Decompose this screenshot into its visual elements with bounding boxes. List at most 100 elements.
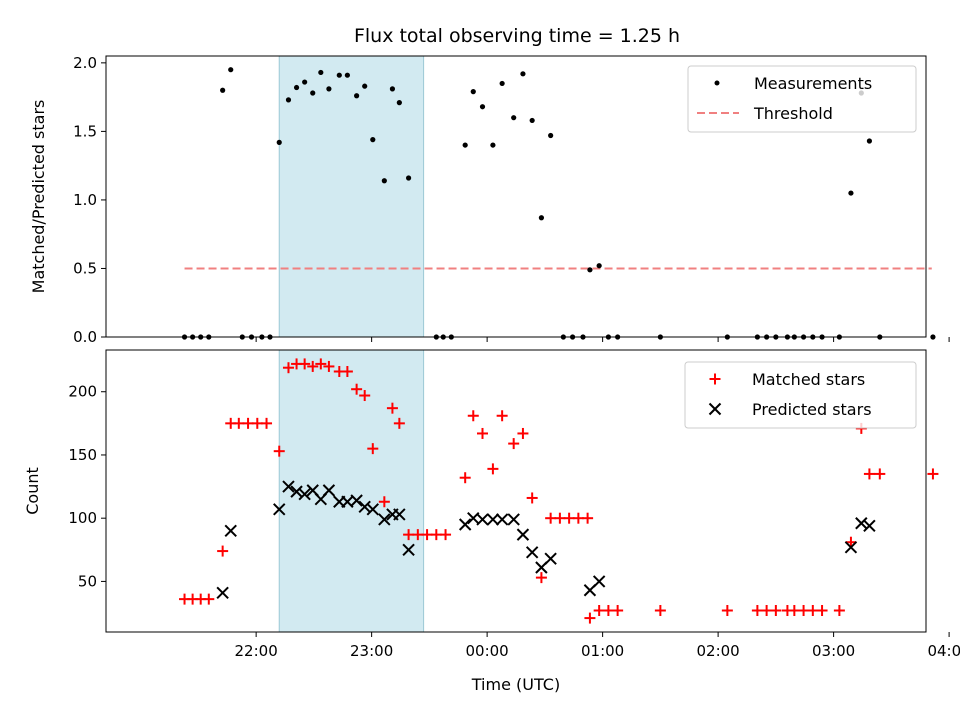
matched-point bbox=[816, 605, 828, 617]
matched-point bbox=[833, 605, 845, 617]
legend-matched-plus bbox=[709, 373, 721, 385]
bottom-y-tick-label: 200 bbox=[68, 383, 97, 401]
predicted-point bbox=[486, 513, 500, 526]
measurement-point bbox=[344, 72, 350, 78]
bottom-axes: 50 100 150 200 22:00 23:00 00:00 01:00 02:00 03:… bbox=[23, 349, 960, 694]
x-tick-label: 00:00 bbox=[466, 642, 509, 660]
predicted-point bbox=[224, 524, 237, 538]
matched-point bbox=[807, 605, 819, 617]
matched-point bbox=[927, 468, 939, 480]
matched-point bbox=[761, 605, 773, 617]
measurement-point bbox=[228, 67, 234, 73]
matched-point bbox=[602, 605, 614, 617]
top-legend-box bbox=[687, 65, 917, 133]
top-axes: 0.00.51.01.52.0 Matched/Predicted stars … bbox=[29, 54, 950, 346]
legend-matched-label: Matched stars bbox=[752, 370, 865, 389]
matched-point bbox=[496, 410, 508, 422]
matched-point bbox=[341, 365, 353, 377]
matched-point bbox=[477, 427, 489, 439]
measurement-point bbox=[302, 79, 308, 85]
measurement-point bbox=[479, 104, 486, 110]
matched-point bbox=[273, 445, 285, 457]
top-y-tick-label: 0.5 bbox=[73, 259, 97, 277]
measurement-point bbox=[276, 139, 282, 145]
measurement-point bbox=[318, 69, 324, 76]
measurement-point bbox=[596, 263, 602, 269]
x-tick-label: 01:00 bbox=[581, 642, 624, 660]
measurement-point bbox=[538, 215, 545, 221]
matched-point bbox=[299, 358, 311, 370]
measurement-point bbox=[326, 86, 332, 92]
matched-point bbox=[654, 605, 666, 617]
predicted-point bbox=[216, 586, 229, 600]
predicted-point bbox=[507, 513, 520, 526]
predicted-point bbox=[495, 513, 509, 526]
bottom-y-tick-label: 150 bbox=[68, 446, 97, 464]
x-tick-label: 22:00 bbox=[235, 642, 278, 660]
measurement-point bbox=[462, 142, 468, 148]
top-y-tick-label: 2.0 bbox=[73, 54, 97, 72]
predicted-point bbox=[458, 518, 472, 531]
measurement-point bbox=[220, 87, 226, 93]
top-y-axis-label: Matched/Predicted stars bbox=[29, 100, 48, 294]
top-y-tick-label: 1.5 bbox=[73, 122, 97, 140]
measurement-point bbox=[285, 97, 292, 103]
legend-matched-marker bbox=[709, 373, 721, 385]
measurement-point bbox=[499, 80, 505, 87]
matched-point bbox=[874, 468, 886, 480]
predicted-point bbox=[350, 494, 363, 507]
matched-point bbox=[721, 605, 733, 617]
measurement-point bbox=[490, 142, 496, 148]
measurement-point bbox=[293, 84, 300, 91]
predicted-point bbox=[844, 541, 858, 554]
matched-point bbox=[517, 427, 529, 439]
measurement-point bbox=[548, 132, 554, 139]
predicted-point bbox=[863, 519, 876, 532]
matched-point bbox=[393, 417, 405, 429]
measurement-point bbox=[866, 138, 873, 144]
x-tick-label: 04:00 bbox=[927, 642, 960, 660]
top-y-tick-label: 0.0 bbox=[73, 328, 97, 346]
matched-point bbox=[378, 496, 390, 508]
matched-point bbox=[584, 612, 596, 624]
matched-point bbox=[593, 605, 605, 617]
measurement-point bbox=[848, 190, 854, 196]
matched-point bbox=[563, 512, 575, 524]
measurement-point bbox=[389, 86, 396, 92]
matched-point bbox=[467, 410, 479, 422]
matched-point bbox=[582, 512, 594, 524]
matched-point bbox=[440, 529, 452, 541]
predicted-point bbox=[393, 508, 406, 521]
predicted-point bbox=[592, 575, 606, 588]
bottom-legend: Matched stars Predicted stars bbox=[684, 361, 917, 429]
bottom-y-tick-label: 50 bbox=[78, 572, 97, 590]
predicted-point bbox=[366, 503, 379, 516]
top-y-tick-label: 1.0 bbox=[73, 191, 97, 209]
bottom-legend-box bbox=[684, 361, 917, 429]
matched-point bbox=[367, 443, 379, 455]
top-observing-span bbox=[278, 55, 425, 338]
matched-point bbox=[535, 572, 547, 584]
matched-point bbox=[359, 390, 371, 402]
predicted-point bbox=[290, 485, 303, 498]
matched-point bbox=[203, 593, 215, 605]
matched-point bbox=[770, 605, 782, 617]
measurement-point bbox=[362, 83, 368, 89]
matched-point bbox=[545, 512, 557, 524]
matched-point bbox=[508, 438, 520, 450]
matched-point bbox=[251, 417, 263, 429]
legend-predicted-label: Predicted stars bbox=[752, 400, 872, 419]
x-tick-label: 02:00 bbox=[696, 642, 739, 660]
matched-point bbox=[612, 605, 624, 617]
measurement-point bbox=[381, 178, 387, 184]
measurement-point bbox=[336, 72, 342, 78]
predicted-point bbox=[855, 517, 868, 530]
predicted-point bbox=[402, 543, 415, 557]
measurement-point bbox=[370, 137, 376, 143]
predicted-point bbox=[298, 487, 311, 501]
matched-point bbox=[421, 529, 433, 541]
predicted-point bbox=[476, 513, 489, 526]
predicted-point bbox=[273, 503, 286, 516]
matched-point bbox=[572, 512, 584, 524]
